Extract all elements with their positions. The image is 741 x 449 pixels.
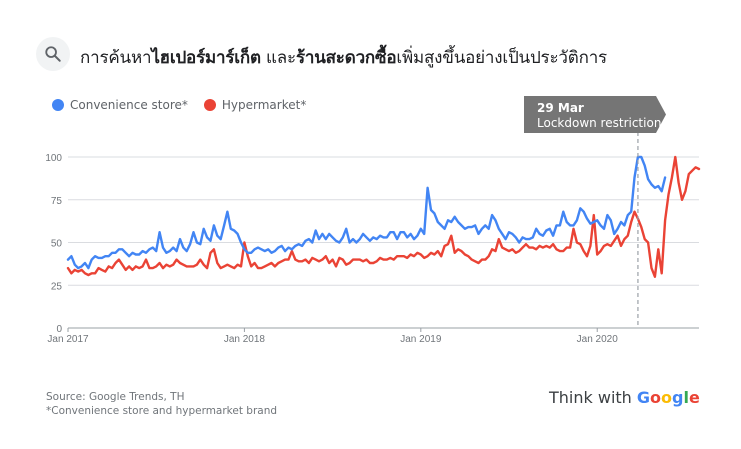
brand-prefix: Think with	[549, 388, 637, 407]
google-letter: g	[672, 388, 684, 407]
legend-label-hypermarket: Hypermarket*	[221, 98, 307, 112]
google-letter: l	[683, 388, 689, 407]
chart-legend: Convenience store* Hypermarket*	[52, 98, 306, 112]
title-middle: และ	[260, 48, 296, 68]
x-tick-label: Jan 2018	[224, 334, 266, 345]
x-tick-label: Jan 2020	[577, 334, 619, 345]
search-badge	[36, 37, 70, 71]
y-tick-label: 75	[51, 196, 63, 207]
legend-swatch-convenience	[52, 99, 64, 111]
google-letter: G	[636, 388, 651, 407]
title-prefix: การค้นหา	[80, 48, 152, 68]
x-tick-label: Jan 2019	[400, 334, 442, 345]
source-note: Source: Google Trends, TH	[46, 391, 185, 403]
series-line-hypermarket	[66, 155, 701, 278]
series-line-convenience	[66, 155, 667, 270]
think-with-google-logo: Think with Google	[549, 388, 700, 407]
search-icon	[45, 46, 61, 62]
lockdown-annotation: 29 Mar Lockdown restriction	[524, 96, 666, 133]
y-tick-label: 100	[45, 153, 62, 164]
annotation-flag	[524, 96, 666, 133]
title-suffix: เพิ่มสูงขึ้นอย่างเป็นประวัติการ	[396, 48, 607, 68]
title-bold-convenience: ร้านสะดวกซื้อ	[295, 48, 397, 68]
title-bold-hypermarket: ไฮเปอร์มาร์เก็ต	[151, 48, 261, 68]
google-letter: e	[688, 388, 700, 407]
footer-notes: Source: Google Trends, TH *Convenience s…	[46, 390, 277, 418]
annotation-date: 29 Mar	[537, 101, 584, 115]
legend-item-convenience: Convenience store*	[52, 98, 188, 112]
legend-item-hypermarket: Hypermarket*	[203, 98, 307, 112]
annotation-label: Lockdown restriction	[537, 116, 662, 130]
x-tick-label: Jan 2017	[47, 334, 89, 345]
google-letter: o	[661, 388, 673, 407]
brand-note: *Convenience store and hypermarket brand	[46, 405, 278, 417]
y-tick-label: 0	[56, 324, 62, 335]
legend-swatch-hypermarket	[203, 99, 216, 111]
y-tick-label: 50	[51, 239, 63, 250]
legend-label-convenience: Convenience store*	[70, 98, 188, 112]
page-title: การค้นหาไฮเปอร์มาร์เก็ต และร้านสะดวกซื้อ…	[80, 44, 607, 71]
google-wordmark: Google	[637, 388, 700, 407]
google-letter: o	[650, 388, 662, 407]
y-tick-label: 25	[51, 281, 63, 292]
